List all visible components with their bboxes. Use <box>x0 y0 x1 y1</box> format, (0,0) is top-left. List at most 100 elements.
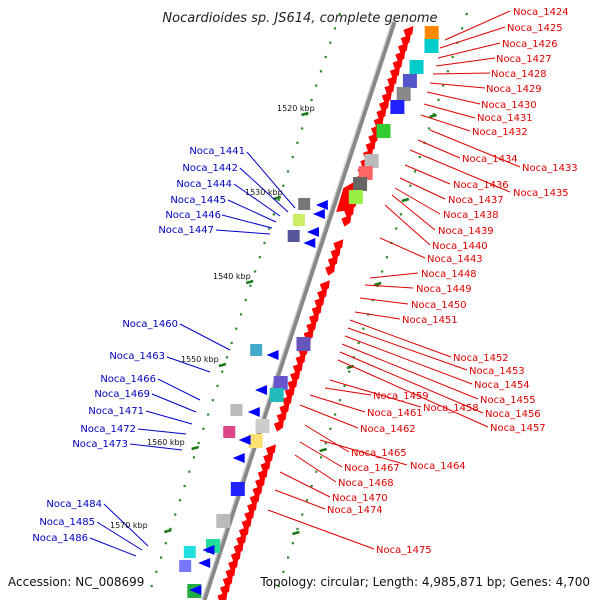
gene-label-noca-1432[interactable]: Noca_1432 <box>472 127 528 138</box>
gene-label-noca-1425[interactable]: Noca_1425 <box>507 23 563 34</box>
forward-gene-arrow <box>325 263 336 276</box>
tick-dot <box>319 70 323 73</box>
forward-gene-arrow <box>265 444 276 457</box>
gene-label-noca-1470[interactable]: Noca_1470 <box>332 493 388 504</box>
gene-label-noca-1486[interactable]: Noca_1486 <box>32 533 88 544</box>
leader-line <box>339 351 484 414</box>
tick-dot <box>310 484 313 488</box>
gene-block <box>409 60 424 74</box>
gene-block <box>296 337 311 351</box>
gene-label-noca-1450[interactable]: Noca_1450 <box>411 300 467 311</box>
gene-label-noca-1438[interactable]: Noca_1438 <box>443 210 499 221</box>
reverse-gene-arrow <box>266 350 279 360</box>
gene-label-noca-1456[interactable]: Noca_1456 <box>485 409 541 420</box>
leader-line <box>384 204 431 246</box>
gene-label-noca-1446[interactable]: Noca_1446 <box>165 210 221 221</box>
leader-line <box>304 424 350 453</box>
gene-label-noca-1424[interactable]: Noca_1424 <box>513 7 569 18</box>
forward-gene-arrow <box>379 99 390 112</box>
gene-label-noca-1433[interactable]: Noca_1433 <box>522 163 578 174</box>
gene-label-noca-1439[interactable]: Noca_1439 <box>438 226 494 237</box>
leader-line <box>423 103 476 119</box>
gene-label-noca-1465[interactable]: Noca_1465 <box>351 448 407 459</box>
leader-line <box>444 10 511 41</box>
gene-label-noca-1468[interactable]: Noca_1468 <box>338 478 394 489</box>
gene-label-noca-1449[interactable]: Noca_1449 <box>416 284 472 295</box>
leader-line <box>157 378 201 401</box>
forward-gene-arrow <box>365 140 376 153</box>
gene-features <box>179 26 439 600</box>
leader-line <box>344 335 473 385</box>
major-tick <box>319 447 327 453</box>
tick-dot <box>188 470 191 473</box>
gene-label-noca-1442[interactable]: Noca_1442 <box>182 163 238 174</box>
leader-line <box>429 129 521 168</box>
tick-dot <box>207 413 210 416</box>
gene-label-noca-1447[interactable]: Noca_1447 <box>158 225 214 236</box>
tick-dot <box>352 356 356 359</box>
major-tick <box>164 528 172 534</box>
gene-label-noca-1426[interactable]: Noca_1426 <box>502 39 558 50</box>
gene-label-noca-1440[interactable]: Noca_1440 <box>432 241 488 252</box>
gene-label-noca-1428[interactable]: Noca_1428 <box>491 69 547 80</box>
gene-label-noca-1451[interactable]: Noca_1451 <box>402 315 458 326</box>
gene-label-noca-1485[interactable]: Noca_1485 <box>39 517 95 528</box>
gene-block <box>250 344 263 356</box>
tick-dot <box>235 327 238 330</box>
gene-label-noca-1471[interactable]: Noca_1471 <box>88 406 144 417</box>
gene-label-noca-1455[interactable]: Noca_1455 <box>480 395 536 406</box>
gene-label-noca-1445[interactable]: Noca_1445 <box>170 195 226 206</box>
gene-label-noca-1462[interactable]: Noca_1462 <box>360 424 416 435</box>
gene-label-noca-1463[interactable]: Noca_1463 <box>109 351 165 362</box>
gene-label-noca-1461[interactable]: Noca_1461 <box>367 408 423 419</box>
tick-dot <box>301 513 304 516</box>
gene-label-noca-1429[interactable]: Noca_1429 <box>486 84 542 95</box>
tick-dot <box>249 284 252 287</box>
gene-label-noca-1458[interactable]: Noca_1458 <box>423 403 479 414</box>
tick-dot <box>221 370 224 373</box>
gene-label-noca-1435[interactable]: Noca_1435 <box>513 188 569 199</box>
gene-label-noca-1474[interactable]: Noca_1474 <box>327 505 383 516</box>
gene-label-noca-1464[interactable]: Noca_1464 <box>410 461 466 472</box>
tick-dot <box>329 41 332 44</box>
leader-line <box>420 114 471 132</box>
gene-block <box>358 166 373 180</box>
gene-label-noca-1443[interactable]: Noca_1443 <box>427 254 483 265</box>
gene-block <box>230 404 243 416</box>
gene-label-noca-1431[interactable]: Noca_1431 <box>477 113 533 124</box>
gene-label-noca-1484[interactable]: Noca_1484 <box>46 499 102 510</box>
gene-label-noca-1453[interactable]: Noca_1453 <box>469 366 525 377</box>
gene-label-noca-1475[interactable]: Noca_1475 <box>376 545 432 556</box>
forward-gene-arrow <box>276 411 287 424</box>
forward-gene-arrow <box>230 550 241 563</box>
tick-dot <box>334 413 337 416</box>
gene-label-noca-1441[interactable]: Noca_1441 <box>189 146 245 157</box>
gene-label-noca-1437[interactable]: Noca_1437 <box>448 195 504 206</box>
gene-label-noca-1457[interactable]: Noca_1457 <box>490 423 546 434</box>
tick-dot <box>395 227 398 230</box>
gene-label-noca-1472[interactable]: Noca_1472 <box>80 424 136 435</box>
gene-label-noca-1452[interactable]: Noca_1452 <box>453 353 509 364</box>
forward-gene-arrow <box>233 542 244 555</box>
forward-gene-arrow <box>336 180 358 212</box>
gene-label-noca-1434[interactable]: Noca_1434 <box>462 154 518 165</box>
gene-label-noca-1448[interactable]: Noca_1448 <box>421 269 477 280</box>
gene-label-noca-1430[interactable]: Noca_1430 <box>481 100 537 111</box>
gene-label-noca-1444[interactable]: Noca_1444 <box>176 179 232 190</box>
gene-label-noca-1427[interactable]: Noca_1427 <box>496 54 552 65</box>
tick-dot <box>169 527 172 530</box>
gene-label-noca-1466[interactable]: Noca_1466 <box>100 374 156 385</box>
reverse-gene-arrow <box>247 407 260 417</box>
gene-label-noca-1473[interactable]: Noca_1473 <box>72 439 128 450</box>
forward-gene-arrow <box>292 362 303 375</box>
forward-gene-arrow <box>395 50 406 63</box>
gene-label-noca-1436[interactable]: Noca_1436 <box>453 180 509 191</box>
gene-label-noca-1454[interactable]: Noca_1454 <box>474 380 530 391</box>
gene-label-noca-1460[interactable]: Noca_1460 <box>122 319 178 330</box>
forward-gene-arrow <box>273 419 284 432</box>
leader-line <box>319 439 408 466</box>
gene-label-noca-1467[interactable]: Noca_1467 <box>344 463 400 474</box>
gene-label-noca-1459[interactable]: Noca_1459 <box>373 391 429 402</box>
gene-label-noca-1469[interactable]: Noca_1469 <box>94 389 150 400</box>
